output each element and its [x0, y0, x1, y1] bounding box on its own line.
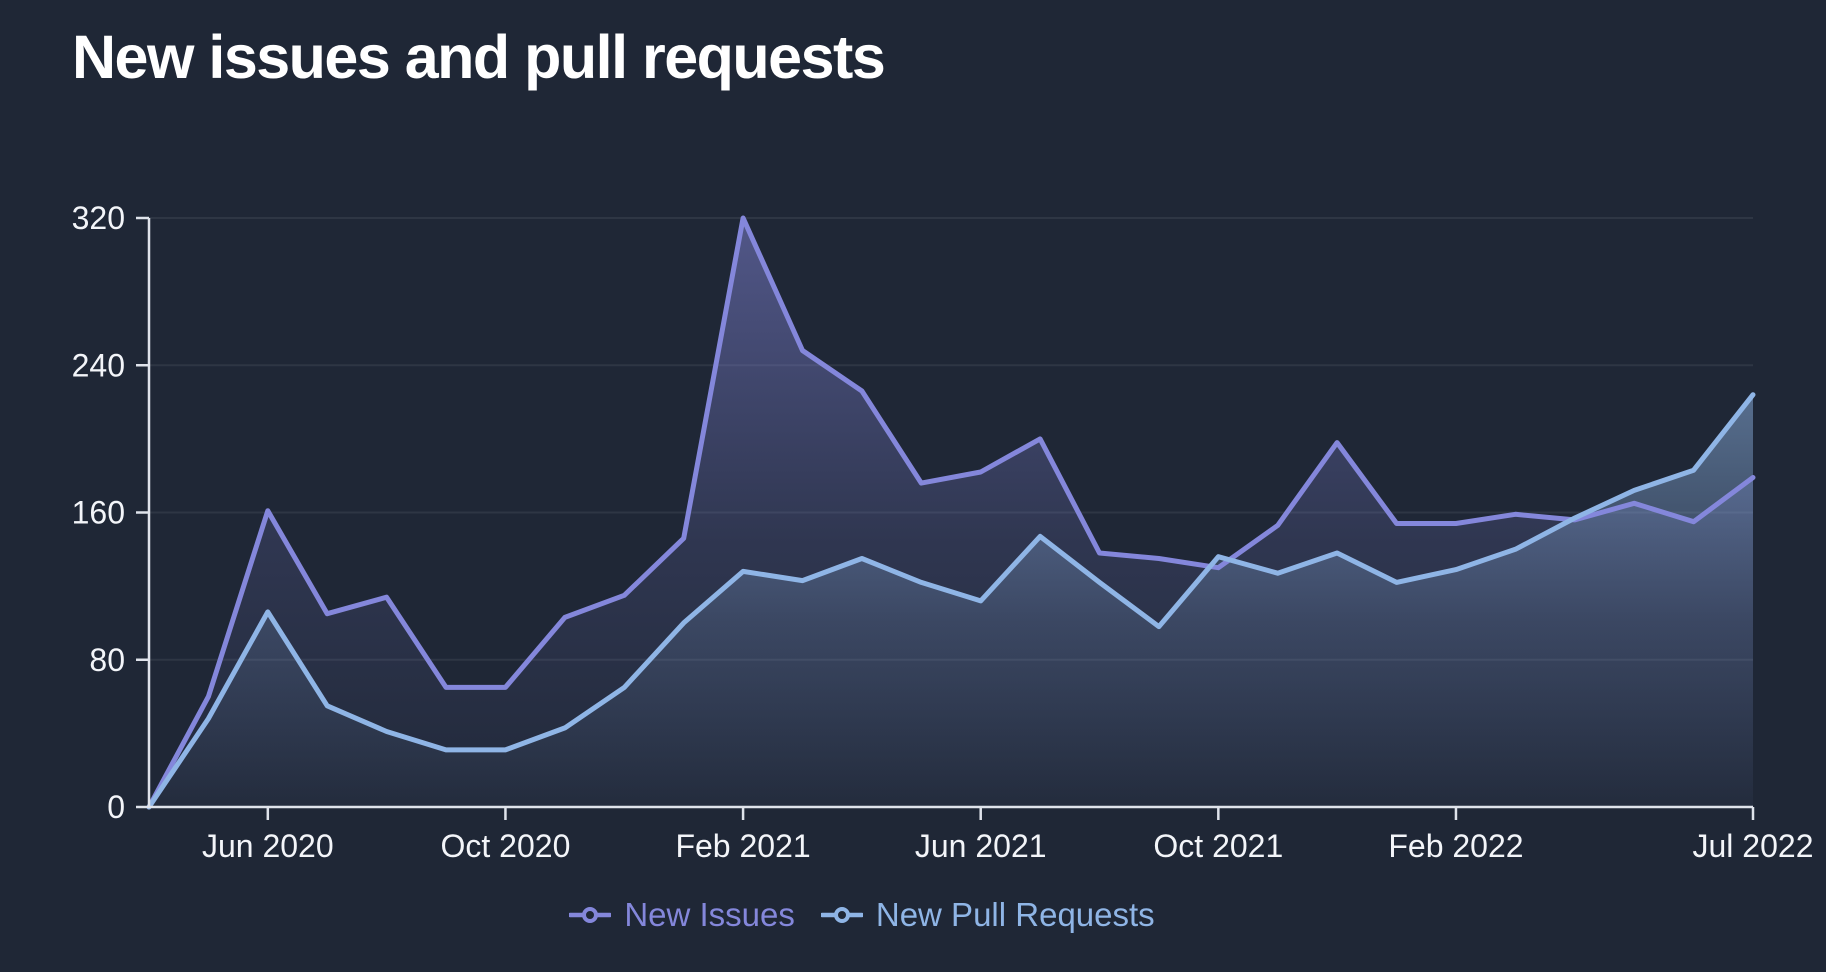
- x-tick-label: Oct 2020: [441, 828, 571, 864]
- legend-item-new-pull-requests[interactable]: New Pull Requests: [820, 896, 1155, 934]
- axes: [136, 216, 1755, 820]
- legend-item-label: New Issues: [624, 896, 795, 933]
- new-pull-requests-area: [149, 394, 1753, 807]
- legend-item-new-issues[interactable]: New Issues: [569, 896, 795, 934]
- new-issues-line: [146, 215, 1756, 810]
- series-areas: [149, 218, 1753, 807]
- legend-line-marker-icon: [820, 907, 863, 923]
- x-tick-label: Feb 2021: [675, 828, 810, 864]
- x-tick-label: Jun 2021: [915, 828, 1047, 864]
- y-tick-label: 0: [107, 789, 125, 825]
- y-tick-label: 160: [72, 495, 125, 531]
- y-tick-label: 240: [72, 347, 125, 383]
- legend-item-label: New Pull Requests: [875, 896, 1155, 933]
- series-lines: [146, 215, 1756, 810]
- chart-legend: New Issues New Pull Requests: [0, 896, 1775, 934]
- y-tick-label: 320: [72, 200, 125, 236]
- x-tick-label: Oct 2021: [1153, 828, 1283, 864]
- legend-line-marker-icon: [569, 907, 612, 923]
- axis-labels: 0 80 160 240 320 Jun 2020 Oct 2020 Feb 2021 Jun …: [72, 200, 1814, 864]
- x-tick-label: Jul 2022: [1693, 828, 1814, 864]
- chart-title: New issues and pull requests: [72, 23, 886, 91]
- new-pull-requests-line: [146, 392, 1756, 810]
- y-tick-label: 80: [89, 642, 125, 678]
- x-tick-label: Jun 2020: [202, 828, 334, 864]
- x-tick-label: Feb 2022: [1388, 828, 1523, 864]
